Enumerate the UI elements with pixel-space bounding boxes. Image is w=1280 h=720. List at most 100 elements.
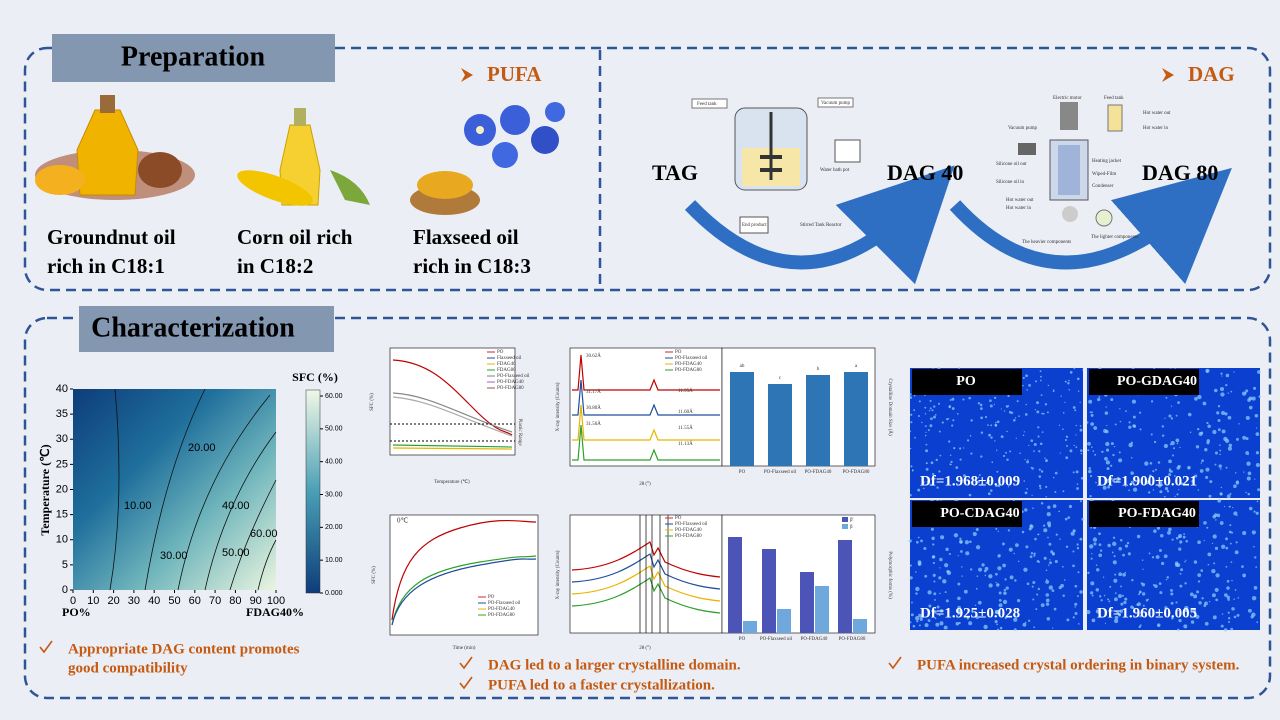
- crystal: [1002, 563, 1006, 568]
- crystal: [1185, 559, 1187, 561]
- bar: [768, 384, 792, 466]
- x-tick-label: 30: [128, 595, 140, 607]
- crystal: [1226, 579, 1230, 583]
- crystal: [1165, 578, 1168, 581]
- crystal: [1004, 616, 1007, 619]
- crystal: [944, 563, 949, 568]
- crystal: [1112, 536, 1116, 539]
- crystal: [1132, 606, 1135, 610]
- crystal: [1160, 482, 1162, 485]
- crystal: [1253, 585, 1258, 590]
- crystal: [1045, 496, 1047, 498]
- crystal: [1026, 460, 1030, 464]
- bar: [777, 609, 791, 633]
- crystal: [1104, 411, 1109, 415]
- crystal: [1204, 448, 1208, 452]
- crystal: [1105, 406, 1107, 408]
- oil-label: rich in C18:1: [47, 254, 165, 278]
- crystal: [1246, 461, 1251, 466]
- crystal: [1155, 611, 1158, 614]
- crystal: [1119, 408, 1121, 410]
- crystal: [1066, 444, 1068, 447]
- crystal: [1205, 467, 1210, 472]
- crystal: [1136, 534, 1141, 539]
- legend-label: PO-FDAG80: [675, 534, 702, 539]
- colorbar-tick-label: 30.00: [325, 491, 343, 498]
- crystal: [925, 431, 927, 433]
- crystal: [998, 554, 1001, 556]
- crystal: [988, 583, 993, 588]
- crystal: [1214, 587, 1219, 593]
- crystal: [1227, 446, 1232, 451]
- crystal: [1208, 600, 1211, 603]
- curve: [391, 519, 537, 621]
- conclusion: Appropriate DAG content promotes: [68, 641, 300, 657]
- crystal: [1163, 443, 1168, 449]
- crystal: [1251, 530, 1256, 535]
- crystal: [1064, 380, 1067, 383]
- crystal: [1098, 532, 1101, 536]
- crystal: [1074, 584, 1078, 588]
- crystal: [1206, 441, 1210, 445]
- crystal: [1141, 559, 1144, 561]
- crystal: [917, 536, 920, 539]
- process-stage: TAG: [652, 160, 698, 185]
- crystal: [1255, 451, 1260, 455]
- crystal: [931, 409, 934, 412]
- crystal: [1038, 475, 1042, 478]
- crystal: [1194, 396, 1198, 401]
- crystal: [1072, 530, 1075, 533]
- crystal: [1047, 505, 1051, 510]
- crystal: [1214, 388, 1218, 393]
- crystal: [1099, 615, 1102, 618]
- crystal: [1236, 613, 1240, 617]
- crystal: [1110, 464, 1113, 467]
- title-box: [52, 34, 335, 82]
- crystal: [994, 424, 998, 427]
- crystal: [1072, 616, 1075, 619]
- crystal: [1089, 544, 1094, 549]
- axis-end-label: PO%: [62, 605, 91, 619]
- crystal: [1074, 612, 1078, 616]
- crystal: [1102, 485, 1107, 490]
- curve: [392, 447, 513, 450]
- crystal: [1077, 571, 1080, 574]
- crystal: [1015, 543, 1019, 548]
- y-tick-label: 10: [56, 534, 68, 546]
- bar-category: PO: [739, 470, 746, 475]
- crystal: [1131, 579, 1134, 582]
- crystal: [1088, 399, 1093, 404]
- crystal: [1258, 395, 1261, 398]
- crystal: [1184, 582, 1187, 585]
- crystal: [978, 474, 981, 477]
- y-tick-label: 15: [56, 509, 68, 521]
- crystal: [925, 467, 929, 471]
- crystal: [1003, 588, 1007, 592]
- crystal: [1236, 514, 1238, 517]
- crystal: [997, 484, 1001, 488]
- crystal: [926, 462, 928, 464]
- crystal: [1154, 468, 1157, 471]
- axis-title: Time (min): [453, 646, 476, 651]
- crystal: [1076, 377, 1080, 381]
- crystal: [1107, 598, 1110, 601]
- crystal: [1144, 461, 1149, 466]
- peak-label: 11.60Å: [678, 409, 693, 415]
- crystal: [1225, 383, 1228, 387]
- crystal: [1090, 422, 1095, 426]
- crystal: [1233, 371, 1235, 373]
- crystal: [977, 480, 980, 483]
- crystal: [932, 573, 936, 577]
- crystal: [934, 414, 937, 416]
- crystal: [1106, 467, 1110, 471]
- crystal: [1044, 403, 1048, 406]
- crystal: [949, 454, 952, 457]
- crystal: [1120, 585, 1123, 588]
- crystal: [1173, 447, 1176, 450]
- crystal: [1180, 482, 1184, 485]
- crystal: [918, 563, 921, 566]
- crystal: [1226, 494, 1231, 499]
- crystal: [1028, 444, 1030, 446]
- crystal: [941, 421, 944, 424]
- crystal: [1122, 553, 1125, 557]
